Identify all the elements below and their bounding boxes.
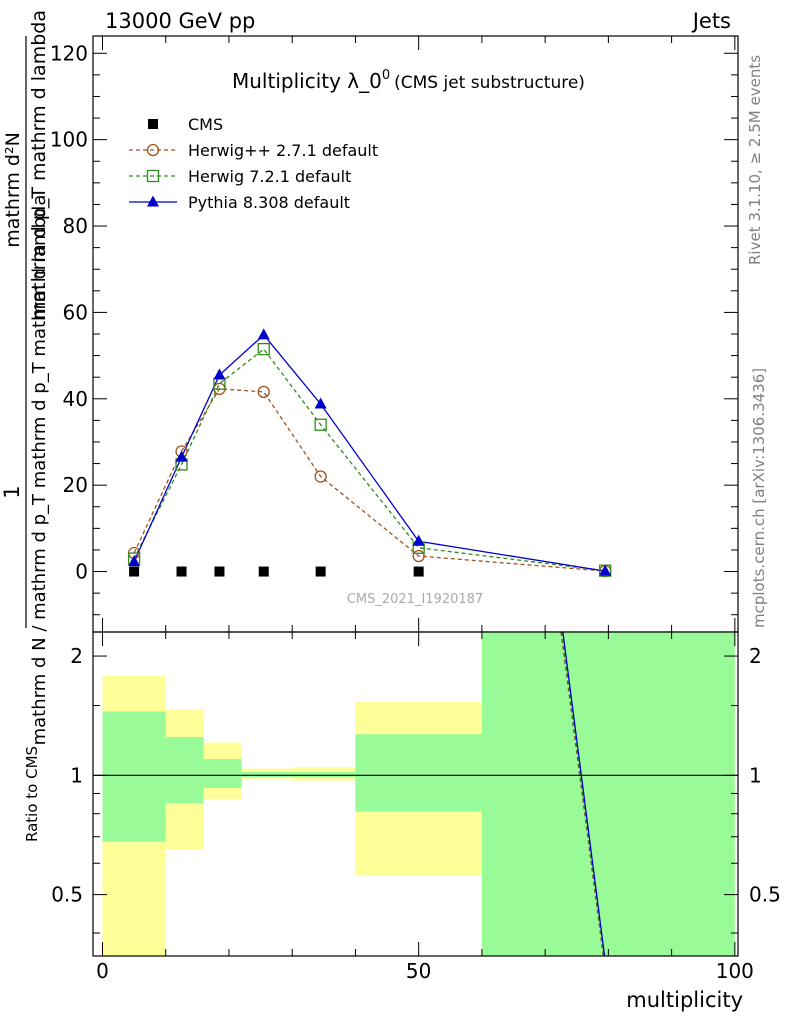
main-ytick-label: 100 (50, 128, 88, 152)
legend: CMS Herwig++ 2.7.1 default Herwig 7.2.1 de… (129, 115, 378, 212)
ratio-uncertainty-bands (102, 632, 735, 956)
header-right: Jets (691, 9, 731, 33)
chart-title: Multiplicity λ_00 (CMS jet substructure) (232, 68, 585, 93)
legend-marker (146, 169, 160, 183)
ratio-xtick-label: 50 (406, 959, 431, 983)
main-ytick-label: 80 (63, 214, 88, 238)
legend-label: Herwig 7.2.1 default (188, 167, 351, 186)
ratio-ytick-label: 2 (70, 644, 83, 668)
main-ytick-label: 0 (75, 560, 88, 584)
ratio-ytick-label-right: 0.5 (749, 883, 781, 907)
ylabel-expression: mathrm d p_T mathrm d lambda (28, 10, 50, 320)
chart-title-main: Multiplicity λ_0 (232, 69, 382, 93)
legend-label: Herwig++ 2.7.1 default (188, 141, 378, 160)
main-series-markers (127, 328, 612, 578)
series-0-point (214, 566, 225, 577)
ratio-y-axis: 0.5 0.5 1 1 2 2 (51, 644, 781, 934)
series-0-point (129, 566, 140, 577)
series-1-point (412, 549, 425, 563)
series-3-point (175, 450, 188, 462)
main-series-lines (133, 333, 606, 572)
series-0-point (258, 566, 269, 577)
ratio-band-green (165, 736, 204, 804)
series-line-2 (133, 348, 606, 572)
ratio-band-green (355, 734, 482, 812)
series-3-point (412, 534, 425, 546)
ratio-line-1 (560, 631, 605, 957)
ratio-band-green (241, 771, 293, 778)
ratio-ytick-label: 0.5 (51, 883, 83, 907)
series-3-point (314, 397, 327, 409)
series-0-point (176, 566, 187, 577)
chart-subtitle: (CMS jet substructure) (394, 73, 585, 93)
chart-title-sup: 0 (382, 68, 390, 83)
mcplots-label: mcplots.cern.ch [arXiv:1306.3436] (750, 368, 768, 628)
legend-marker (148, 119, 158, 129)
series-3-point (213, 368, 226, 380)
series-3-point (257, 328, 270, 340)
ratio-x-axis: 0 50 100 (96, 632, 754, 983)
rivet-label: Rivet 3.1.10, ≥ 2.5M events (746, 55, 764, 265)
ratio-ytick-label-right: 1 (749, 763, 762, 787)
series-3-point (128, 555, 141, 567)
main-y-label: 1 mathrm d²N mathrm d p_T mathrm d lambd… (0, 10, 50, 745)
ratio-band-green (203, 758, 242, 788)
legend-marker (147, 195, 159, 207)
ylabel-one: 1 (0, 485, 24, 498)
ratio-xtick-label: 0 (96, 959, 109, 983)
ratio-frame (92, 631, 739, 957)
series-1-point (314, 470, 327, 483)
series-2-point (257, 342, 270, 356)
main-ytick-label: 120 (50, 41, 88, 65)
main-ytick-label: 40 (63, 387, 88, 411)
ratio-band-green (102, 711, 166, 842)
ratio-xtick-label: 100 (716, 959, 754, 983)
series-3-point (599, 564, 612, 576)
series-2-point (314, 418, 327, 431)
series-0-point (413, 566, 424, 577)
ylabel-numerator: mathrm d²N (2, 132, 24, 248)
ratio-line-2 (562, 631, 606, 957)
ratio-series-lines (560, 631, 606, 957)
main-ytick-label: 20 (63, 473, 88, 497)
legend-label: CMS (188, 115, 223, 134)
series-1-point (257, 385, 270, 399)
main-y-axis: 0 20 40 60 80 100 120 (50, 36, 738, 632)
legend-marker (146, 143, 160, 157)
header-left: 13000 GeV pp (105, 9, 255, 33)
series-0-point (315, 566, 326, 577)
ylabel-denominator: mathrm d N / mathrm d p_T mathrm d p_T m… (29, 195, 50, 746)
chart-watermark: CMS_2021_I1920187 (347, 592, 483, 607)
ratio-ytick-label: 1 (70, 763, 83, 787)
series-line-1 (133, 388, 606, 572)
series-line-3 (133, 333, 606, 572)
ratio-ytick-label-right: 2 (749, 644, 762, 668)
ratio-ylabel: Ratio to CMS (23, 746, 41, 842)
main-ytick-label: 60 (63, 300, 88, 324)
ratio-panel: 0.5 0.5 1 1 2 2 0 50 100 Ratio to CMS multiplic… (23, 631, 781, 1012)
ratio-band-green (292, 771, 356, 778)
legend-label: Pythia 8.308 default (188, 193, 350, 212)
x-axis-label: multiplicity (626, 988, 743, 1012)
ratio-band-green (481, 632, 735, 956)
